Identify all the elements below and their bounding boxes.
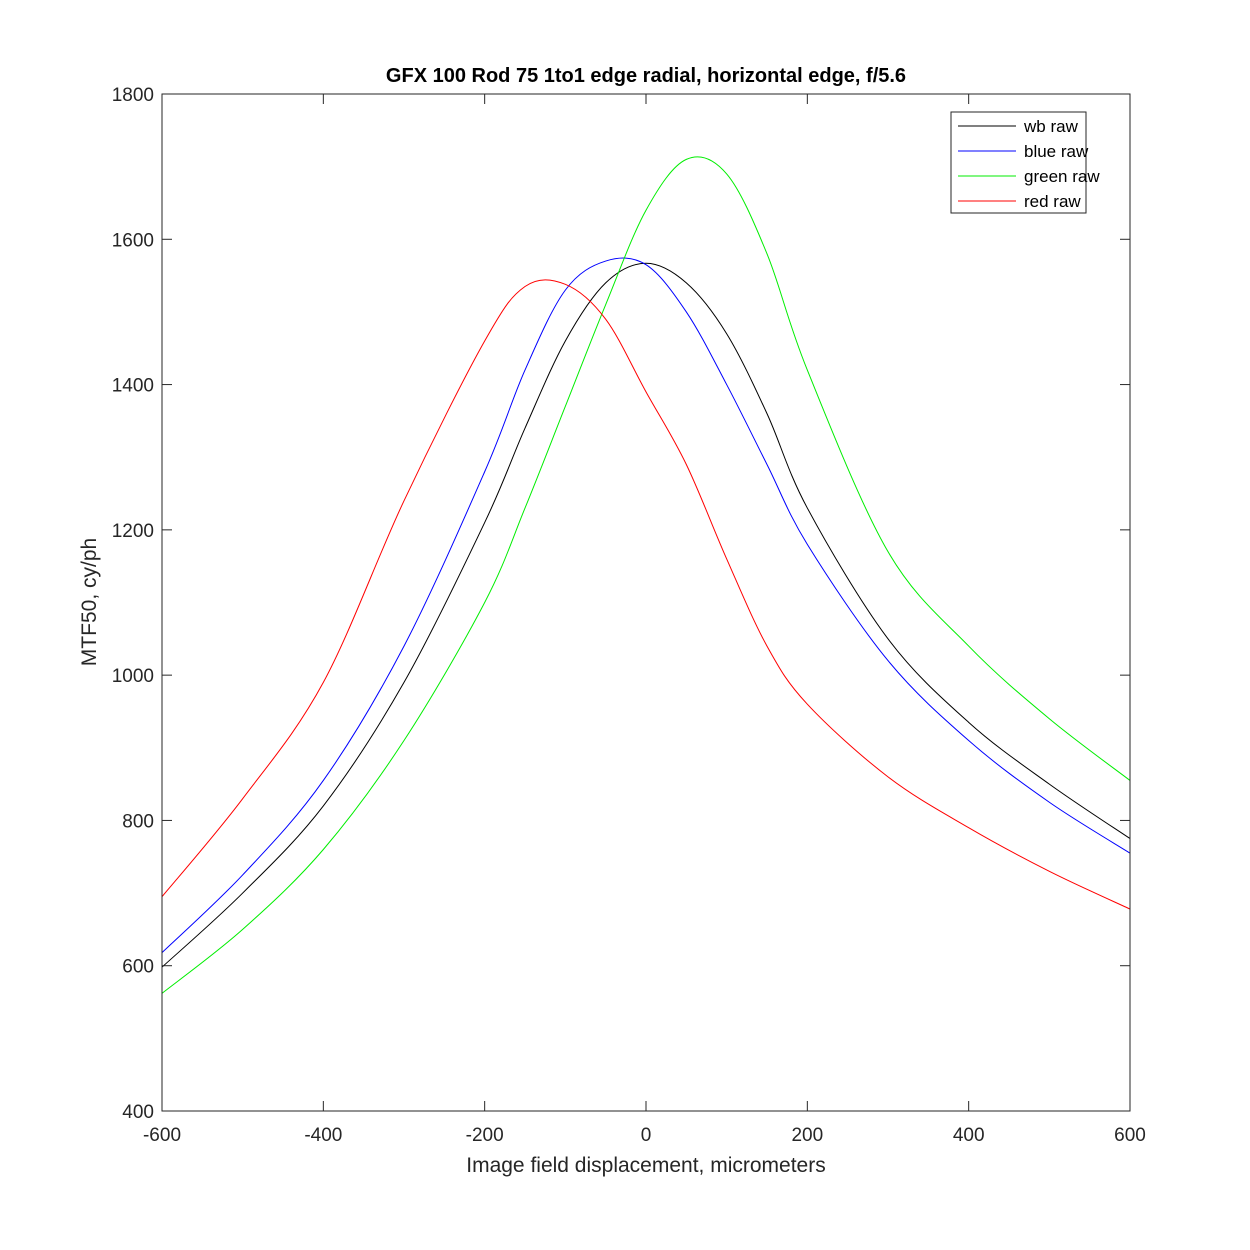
series-layer — [161, 156, 1131, 994]
x-tick-label: -400 — [304, 1125, 342, 1146]
legend-label-blue-raw: blue raw — [1024, 142, 1089, 161]
x-tick-label: 600 — [1114, 1125, 1146, 1146]
legend-box — [950, 111, 1087, 214]
x-axis-label: Image field displacement, micrometers — [466, 1154, 825, 1177]
y-tick-label: 1400 — [112, 376, 154, 397]
plot-area — [162, 94, 1130, 1111]
y-tick-label: 1200 — [112, 521, 154, 542]
x-tick-label: 400 — [953, 1125, 985, 1146]
tick-layer: -600 -400 -200 0 200 400 600 400 600 800 1000 1200 1… — [112, 85, 1146, 1146]
y-tick-label: 800 — [122, 811, 154, 832]
series-line-red-raw — [161, 279, 1131, 910]
series-line-blue-raw — [161, 257, 1131, 953]
x-tick-label: 200 — [791, 1125, 823, 1146]
x-tick-label: -200 — [466, 1125, 504, 1146]
y-tick-label: 600 — [122, 957, 154, 978]
y-tick-label: 1600 — [112, 230, 154, 251]
legend-label-wb-raw: wb raw — [1023, 117, 1079, 136]
legend-label-red-raw: red raw — [1024, 192, 1081, 211]
series-line-green-raw — [161, 156, 1131, 994]
y-tick-label: 1800 — [112, 85, 154, 106]
y-tick-label: 400 — [122, 1102, 154, 1123]
x-tick-label: 0 — [641, 1125, 652, 1146]
x-tick-label: -600 — [143, 1125, 181, 1146]
legend-label-green-raw: green raw — [1024, 167, 1100, 186]
y-axis-label: MTF50, cy/ph — [78, 538, 101, 666]
series-line-wb-raw — [161, 262, 1131, 968]
legend: wb raw blue raw green raw red raw — [950, 111, 1100, 214]
y-tick-label: 1000 — [112, 666, 154, 687]
chart-title: GFX 100 Rod 75 1to1 edge radial, horizon… — [386, 65, 906, 87]
